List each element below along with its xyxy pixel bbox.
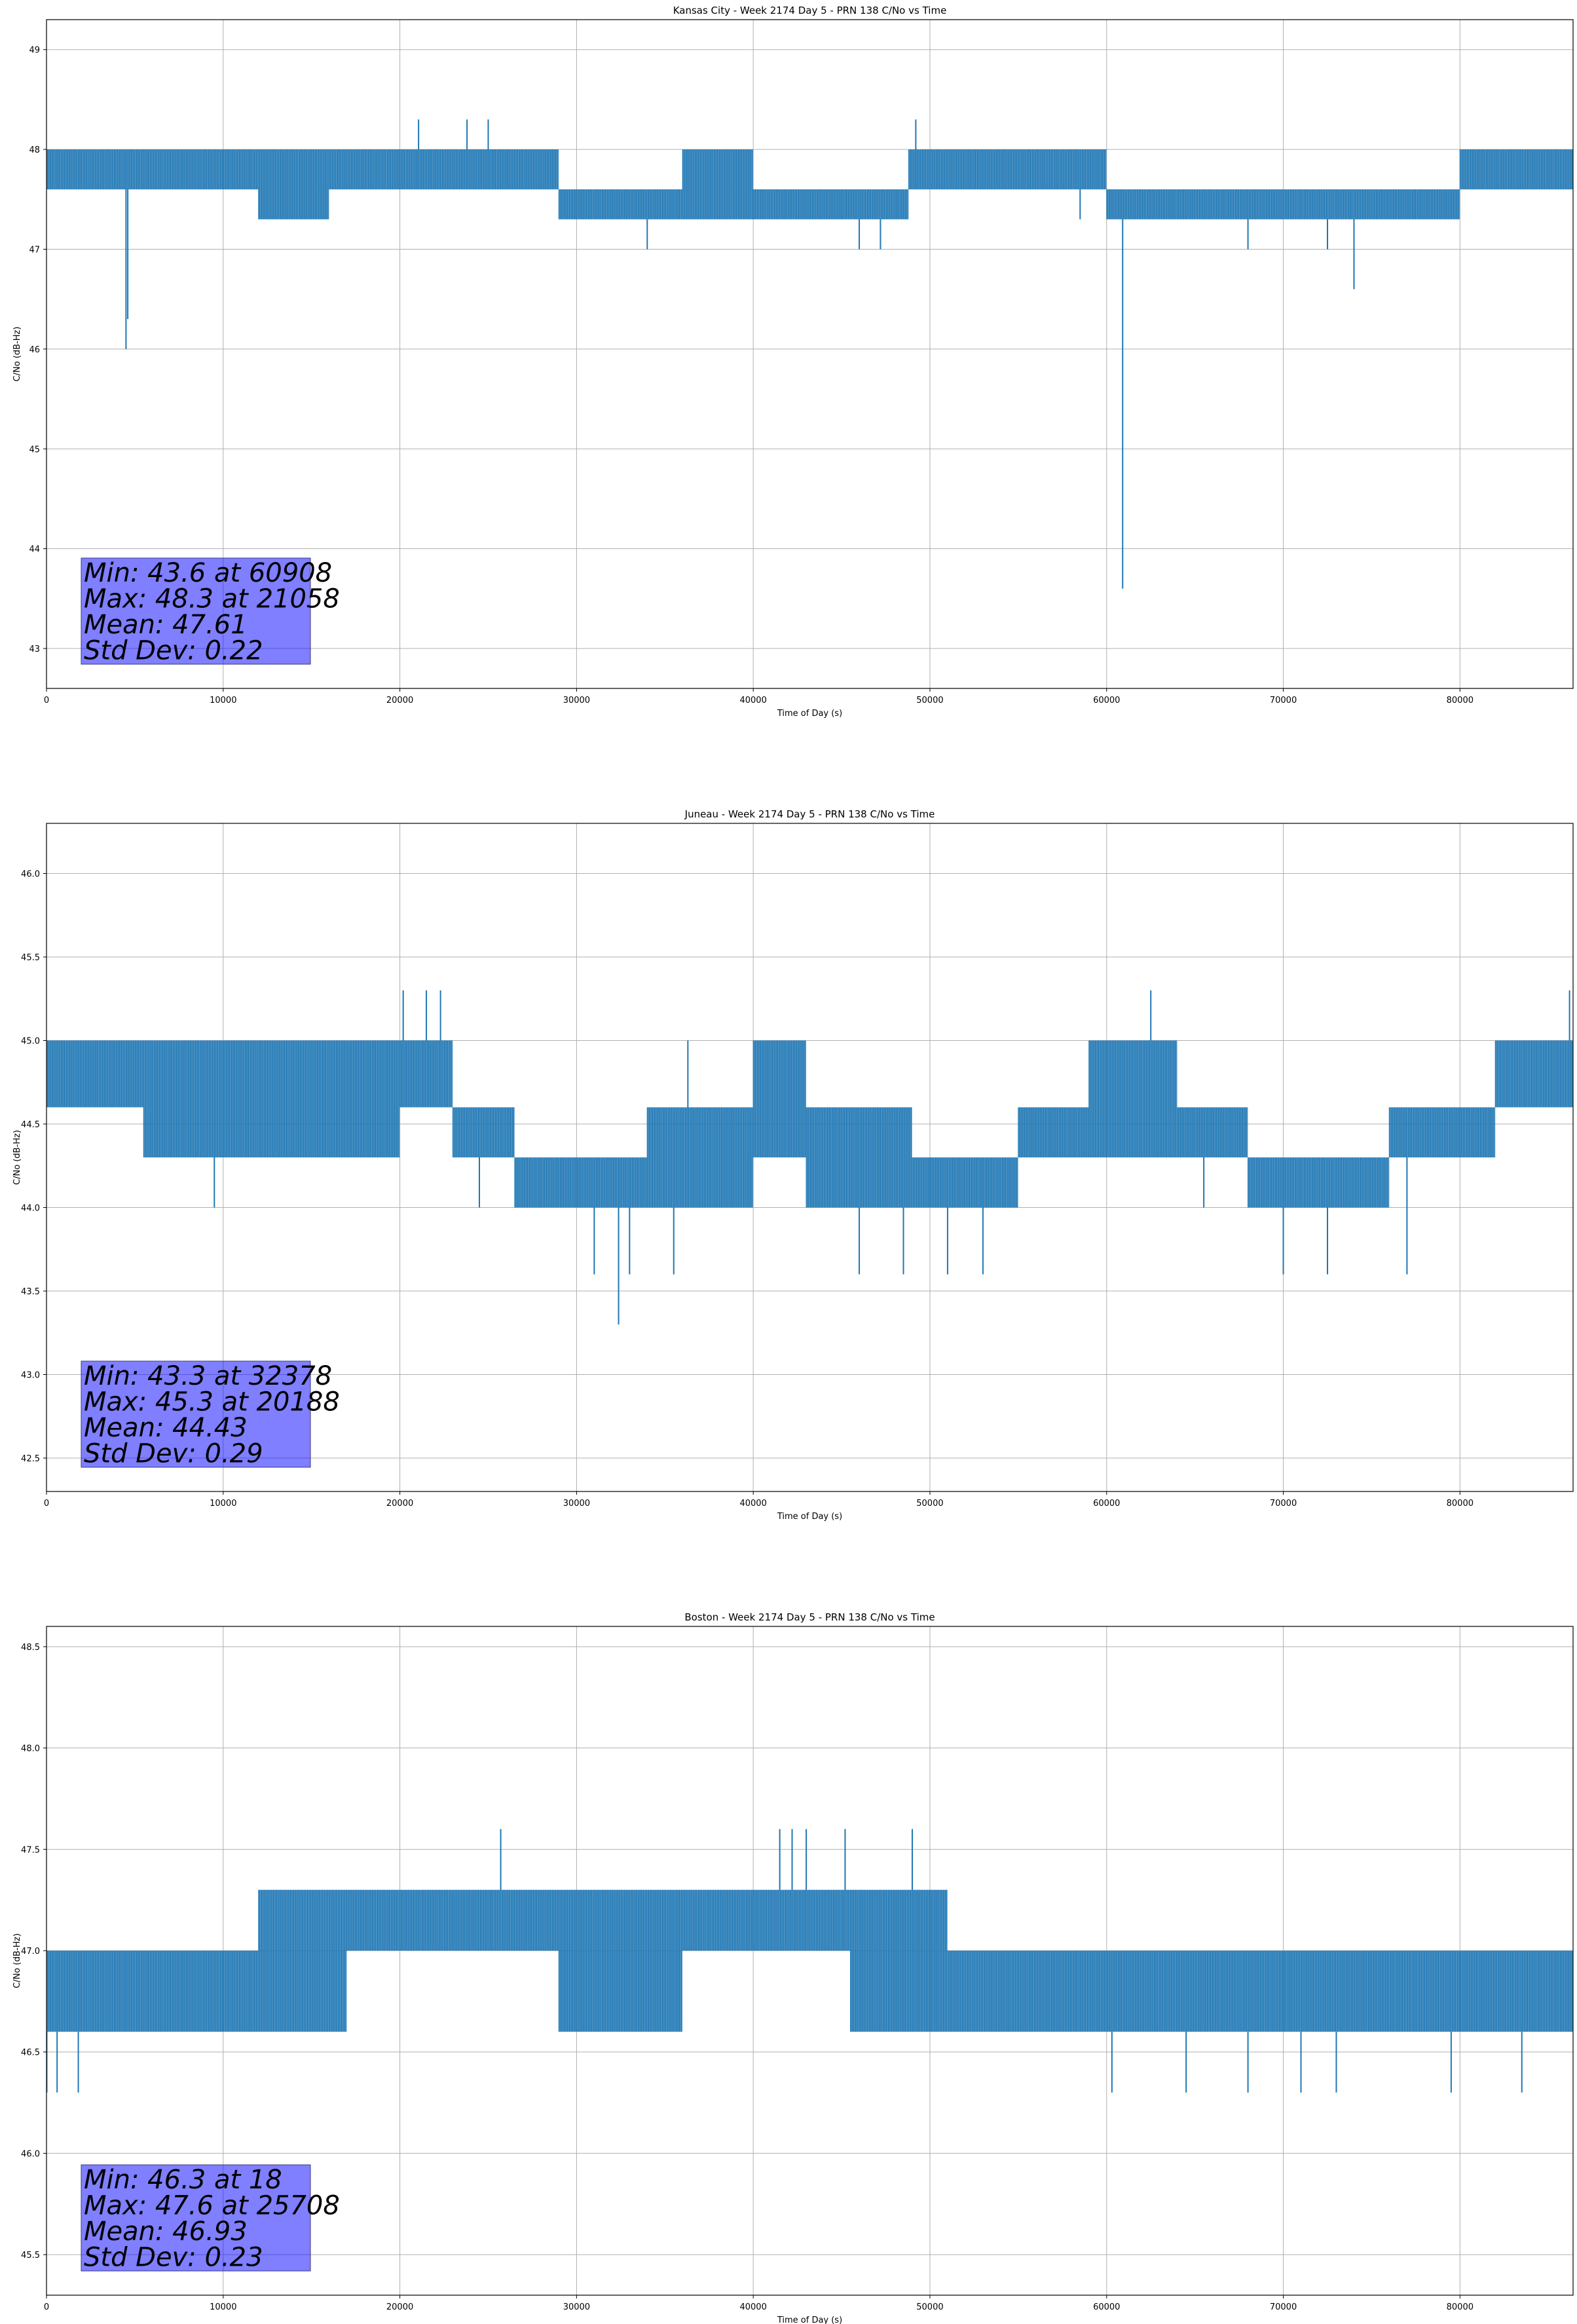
- y-tick-label: 48.0: [21, 1744, 40, 1754]
- y-tick-label: 45.0: [21, 1037, 40, 1047]
- stats-line: Max: 47.6 at 25708: [84, 2191, 340, 2221]
- series-band: [753, 189, 909, 219]
- y-tick-label: 45: [29, 445, 40, 455]
- x-tick-label: 40000: [739, 696, 766, 705]
- stats-line: Max: 45.3 at 20188: [84, 1387, 340, 1417]
- x-tick-label: 30000: [563, 2302, 590, 2312]
- x-tick-label: 40000: [739, 1499, 766, 1509]
- axes-frame: [46, 1626, 1574, 2296]
- x-axis-label: Time of Day (s): [777, 1512, 842, 1522]
- x-tick-label: 10000: [210, 696, 236, 705]
- x-tick-label: 70000: [1270, 696, 1297, 705]
- y-axis-label: C/No (dB-Hz): [12, 1130, 22, 1185]
- x-tick-label: 50000: [916, 2302, 943, 2312]
- axes-frame: [46, 19, 1574, 689]
- x-tick-label: 10000: [210, 1499, 236, 1509]
- y-tick-label: 49: [29, 46, 40, 56]
- y-tick-label: 46: [29, 345, 40, 355]
- x-tick-label: 20000: [386, 696, 413, 705]
- y-axis-label: C/No (dB-Hz): [12, 1934, 22, 1989]
- x-tick-label: 50000: [916, 1499, 943, 1509]
- series-line: [46, 119, 1573, 589]
- y-tick-label: 43.5: [21, 1287, 40, 1297]
- y-tick-label: 46.0: [21, 2149, 40, 2159]
- x-tick-label: 0: [44, 696, 49, 705]
- y-tick-label: 45.5: [21, 2251, 40, 2260]
- x-tick-label: 10000: [210, 2302, 236, 2312]
- y-tick-label: 44.5: [21, 1120, 40, 1130]
- stats-line: Min: 43.6 at 60908: [84, 558, 332, 588]
- series-band: [1177, 189, 1460, 219]
- x-tick-label: 40000: [739, 2302, 766, 2312]
- x-tick-label: 20000: [386, 2302, 413, 2312]
- series-band: [329, 149, 559, 190]
- y-tick-label: 47: [29, 245, 40, 255]
- x-tick-label: 70000: [1270, 2302, 1297, 2312]
- x-tick-label: 20000: [386, 1499, 413, 1509]
- stats-line: Std Dev: 0.23: [84, 2243, 263, 2273]
- chart-title: Boston - Week 2174 Day 5 - PRN 138 C/No …: [684, 1611, 935, 1623]
- x-tick-label: 30000: [563, 696, 590, 705]
- x-tick-label: 60000: [1093, 696, 1120, 705]
- x-tick-label: 60000: [1093, 2302, 1120, 2312]
- y-axis-label: C/No (dB-Hz): [12, 327, 22, 382]
- series-band: [559, 189, 683, 219]
- chart-title: Kansas City - Week 2174 Day 5 - PRN 138 …: [673, 5, 947, 16]
- y-tick-label: 47.0: [21, 1947, 40, 1957]
- series-band: [258, 1890, 347, 2032]
- x-axis-label: Time of Day (s): [777, 2315, 842, 2324]
- stats-box: [81, 1360, 311, 1468]
- x-tick-label: 0: [44, 2302, 49, 2312]
- chart-title: Juneau - Week 2174 Day 5 - PRN 138 C/No …: [684, 808, 935, 820]
- y-tick-label: 48: [29, 145, 40, 155]
- x-tick-label: 0: [44, 1499, 49, 1509]
- x-tick-label: 80000: [1447, 1499, 1474, 1509]
- x-tick-label: 80000: [1447, 696, 1474, 705]
- stats-line: Mean: 47.61: [84, 610, 248, 640]
- y-tick-label: 47.5: [21, 1845, 40, 1855]
- stats-line: Min: 43.3 at 32378: [84, 1361, 332, 1391]
- x-tick-label: 50000: [916, 696, 943, 705]
- x-tick-label: 60000: [1093, 1499, 1120, 1509]
- axes-frame: [46, 823, 1574, 1492]
- y-tick-label: 44: [29, 545, 40, 555]
- y-tick-label: 46.5: [21, 2048, 40, 2058]
- stats-line: Std Dev: 0.22: [84, 636, 263, 666]
- stats-line: Min: 46.3 at 18: [84, 2165, 282, 2195]
- series-line: [46, 1829, 1573, 2093]
- series-band: [1088, 1040, 1178, 1157]
- series-band: [559, 1890, 683, 2032]
- chart-0: 0 10000 20000 30000 40000 50000 60000 70000 8000…: [12, 5, 1574, 719]
- y-tick-label: 46.0: [21, 870, 40, 880]
- stats-box: [81, 557, 311, 665]
- chart-2: 0 10000 20000 30000 40000 50000 60000 70000 8000…: [12, 1611, 1574, 2324]
- x-tick-label: 70000: [1270, 1499, 1297, 1509]
- stats-line: Std Dev: 0.29: [84, 1439, 263, 1469]
- chart-1: 0 10000 20000 30000 40000 50000 60000 70000 8000…: [12, 808, 1574, 1522]
- x-tick-label: 30000: [563, 1499, 590, 1509]
- x-tick-label: 80000: [1447, 2302, 1474, 2312]
- series-strokes: [46, 149, 1572, 219]
- series-strokes: [46, 1890, 1572, 2032]
- y-tick-label: 44.0: [21, 1204, 40, 1214]
- stats-line: Mean: 44.43: [84, 1413, 248, 1443]
- stats-line: Max: 48.3 at 21058: [84, 584, 340, 614]
- y-tick-label: 42.5: [21, 1454, 40, 1464]
- series-strokes: [46, 1040, 1572, 1208]
- y-tick-label: 48.5: [21, 1643, 40, 1653]
- y-tick-label: 43.0: [21, 1371, 40, 1381]
- stats-line: Mean: 46.93: [84, 2217, 248, 2247]
- y-tick-label: 45.5: [21, 953, 40, 963]
- x-axis-label: Time of Day (s): [777, 709, 842, 719]
- y-tick-label: 43: [29, 645, 40, 654]
- series-line: [46, 990, 1573, 1324]
- stats-box: [81, 2164, 311, 2272]
